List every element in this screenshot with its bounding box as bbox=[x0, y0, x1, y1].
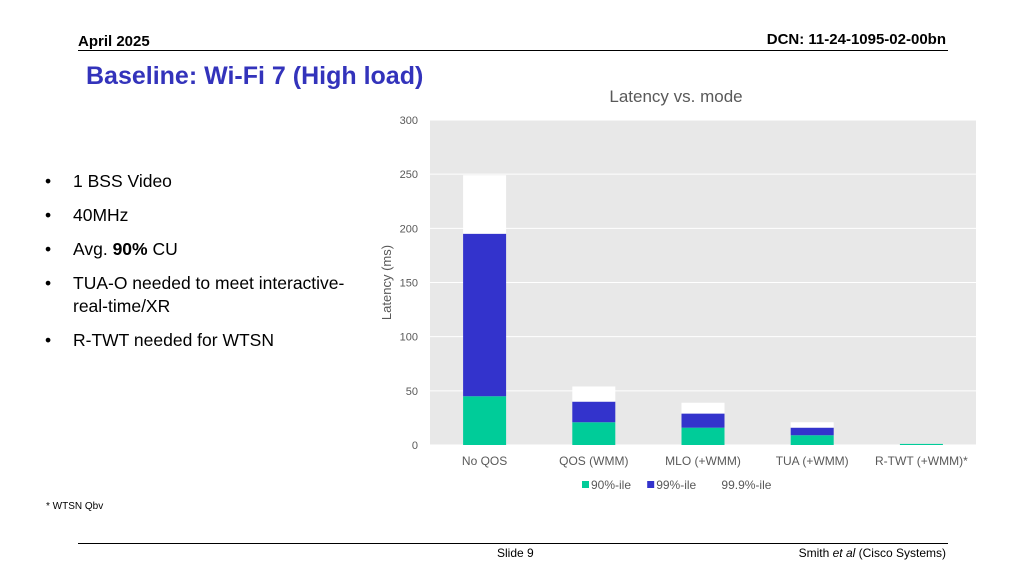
bar-segment bbox=[463, 175, 507, 234]
bar-segment bbox=[899, 443, 943, 445]
bar-segment bbox=[572, 386, 616, 402]
y-tick-label: 100 bbox=[400, 332, 418, 344]
latency-chart: Latency vs. mode 0 50 100 150 200 250 300 Latenc… bbox=[379, 87, 976, 492]
bullet-dot: • bbox=[45, 239, 52, 259]
bar-segment bbox=[790, 435, 834, 445]
bullet-text: TUA-O needed to meet interactive-real-ti… bbox=[73, 273, 345, 316]
legend-swatch bbox=[582, 481, 589, 488]
legend-label: 99.9%-ile bbox=[721, 478, 771, 492]
bullet-dot: • bbox=[45, 205, 52, 225]
y-tick-label: 50 bbox=[406, 386, 418, 398]
header-divider bbox=[78, 50, 948, 51]
bullet-item: • 40MHz bbox=[40, 204, 360, 227]
bullet-text: Avg. bbox=[73, 239, 113, 259]
bullet-text: 1 BSS Video bbox=[73, 171, 172, 191]
header-date: April 2025 bbox=[78, 33, 150, 50]
bar-segment bbox=[681, 413, 725, 428]
y-tick-label: 150 bbox=[400, 278, 418, 290]
slide-number: Slide 9 bbox=[497, 546, 534, 560]
bullet-dot: • bbox=[45, 171, 52, 191]
bullet-list: • 1 BSS Video • 40MHz • Avg. 90% CU • TUA-O nee… bbox=[40, 170, 360, 363]
y-tick-label: 250 bbox=[400, 169, 418, 181]
x-tick-label: MLO (+WMM) bbox=[665, 454, 741, 468]
footer-author: Smith et al (Cisco Systems) bbox=[799, 546, 946, 560]
x-tick-label: R-TWT (+WMM)* bbox=[875, 454, 968, 468]
bar-segment bbox=[463, 396, 507, 445]
bullet-text: CU bbox=[147, 239, 178, 259]
legend-label: 90%-ile bbox=[591, 478, 631, 492]
bullet-item: • Avg. 90% CU bbox=[40, 238, 360, 261]
y-tick-label: 200 bbox=[400, 223, 418, 235]
legend-swatch bbox=[647, 481, 655, 488]
legend-label: 99%-ile bbox=[656, 478, 696, 492]
x-tick-label: QOS (WMM) bbox=[559, 454, 628, 468]
bullet-item: • 1 BSS Video bbox=[40, 170, 360, 193]
x-tick-label: TUA (+WMM) bbox=[776, 454, 849, 468]
bullet-item: • R-TWT needed for WTSN bbox=[40, 329, 360, 352]
bullet-text: 90% bbox=[112, 239, 148, 259]
slide-title: Baseline: Wi-Fi 7 (High load) bbox=[86, 62, 424, 90]
bullet-item: • TUA-O needed to meet interactive-real-t… bbox=[40, 272, 360, 318]
y-tick-label: 0 bbox=[412, 440, 418, 452]
footnote: * WTSN Qbv bbox=[46, 501, 104, 512]
footer-divider bbox=[78, 543, 948, 544]
author-name: Smith bbox=[798, 546, 833, 560]
bar-segment bbox=[790, 422, 834, 428]
bar-segment bbox=[681, 427, 725, 445]
y-tick-label: 300 bbox=[400, 115, 418, 127]
author-affiliation: (Cisco Systems) bbox=[855, 546, 946, 560]
header-dcn: DCN: 11-24-1095-02-00bn bbox=[766, 31, 946, 48]
bullet-dot: • bbox=[45, 330, 52, 350]
bar-segment bbox=[463, 233, 507, 397]
bullet-text: R-TWT needed for WTSN bbox=[73, 330, 274, 350]
x-tick-label: No QOS bbox=[462, 454, 507, 468]
bullet-dot: • bbox=[45, 273, 52, 293]
y-axis-label: Latency (ms) bbox=[379, 245, 394, 320]
bar-segment bbox=[790, 427, 834, 436]
bullet-text: 40MHz bbox=[73, 205, 129, 225]
chart-title: Latency vs. mode bbox=[609, 87, 742, 106]
bar-segment bbox=[572, 401, 616, 423]
legend-swatch bbox=[712, 481, 720, 488]
bar-segment bbox=[681, 402, 725, 414]
author-et-al: et al bbox=[832, 546, 856, 560]
bar-segment bbox=[572, 422, 616, 445]
